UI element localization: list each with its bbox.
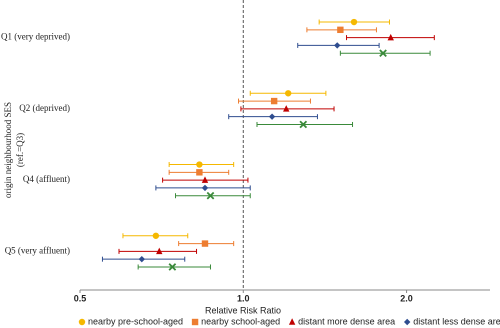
marker xyxy=(196,161,203,168)
legend-marker xyxy=(191,318,199,326)
marker xyxy=(156,247,163,255)
marker xyxy=(201,184,209,192)
y-tick-label: Q1 (very deprived) xyxy=(1,32,70,42)
marker xyxy=(299,120,308,129)
y-tick-label: Q4 (affluent) xyxy=(23,174,70,184)
marker xyxy=(379,49,387,58)
error-bar xyxy=(339,50,431,56)
y-axis-label-line: origin neighbourhood SES xyxy=(3,102,13,198)
y-axis-label: origin neighbourhood SES (ref.=Q3) xyxy=(3,102,25,198)
marker xyxy=(270,97,278,105)
legend-marker xyxy=(78,318,86,326)
marker xyxy=(283,105,290,112)
marker xyxy=(138,255,146,263)
marker xyxy=(206,191,215,200)
error-bar xyxy=(175,193,251,199)
error-bar xyxy=(256,121,354,127)
legend-label: distant less dense area xyxy=(413,316,500,326)
y-axis-label-line: (ref.=Q3) xyxy=(15,133,25,167)
x-tick-label: 1.0 xyxy=(237,293,250,303)
legend-label: distant more dense area xyxy=(298,316,395,326)
legend-label: nearby pre-school-aged xyxy=(88,316,183,326)
marker xyxy=(334,42,341,49)
y-tick-label: Q2 (deprived) xyxy=(19,103,70,113)
marker xyxy=(201,176,209,183)
legend-marker xyxy=(403,318,411,326)
marker xyxy=(201,240,209,247)
marker xyxy=(284,90,292,97)
x-tick-label: 0.5 xyxy=(74,293,87,303)
marker xyxy=(268,113,276,120)
x-axis-label: Relative Risk Ratio xyxy=(205,305,281,315)
marker xyxy=(196,169,203,176)
marker xyxy=(152,232,160,239)
marker xyxy=(337,26,344,34)
error-bar xyxy=(137,264,211,270)
marker xyxy=(350,18,358,26)
legend-marker xyxy=(288,318,296,325)
marker xyxy=(168,263,177,271)
legend-label: nearby school-aged xyxy=(201,316,280,326)
x-tick-label: 2.0 xyxy=(400,293,413,303)
y-tick-label: Q5 (very affluent) xyxy=(5,245,70,255)
marker xyxy=(387,33,394,41)
